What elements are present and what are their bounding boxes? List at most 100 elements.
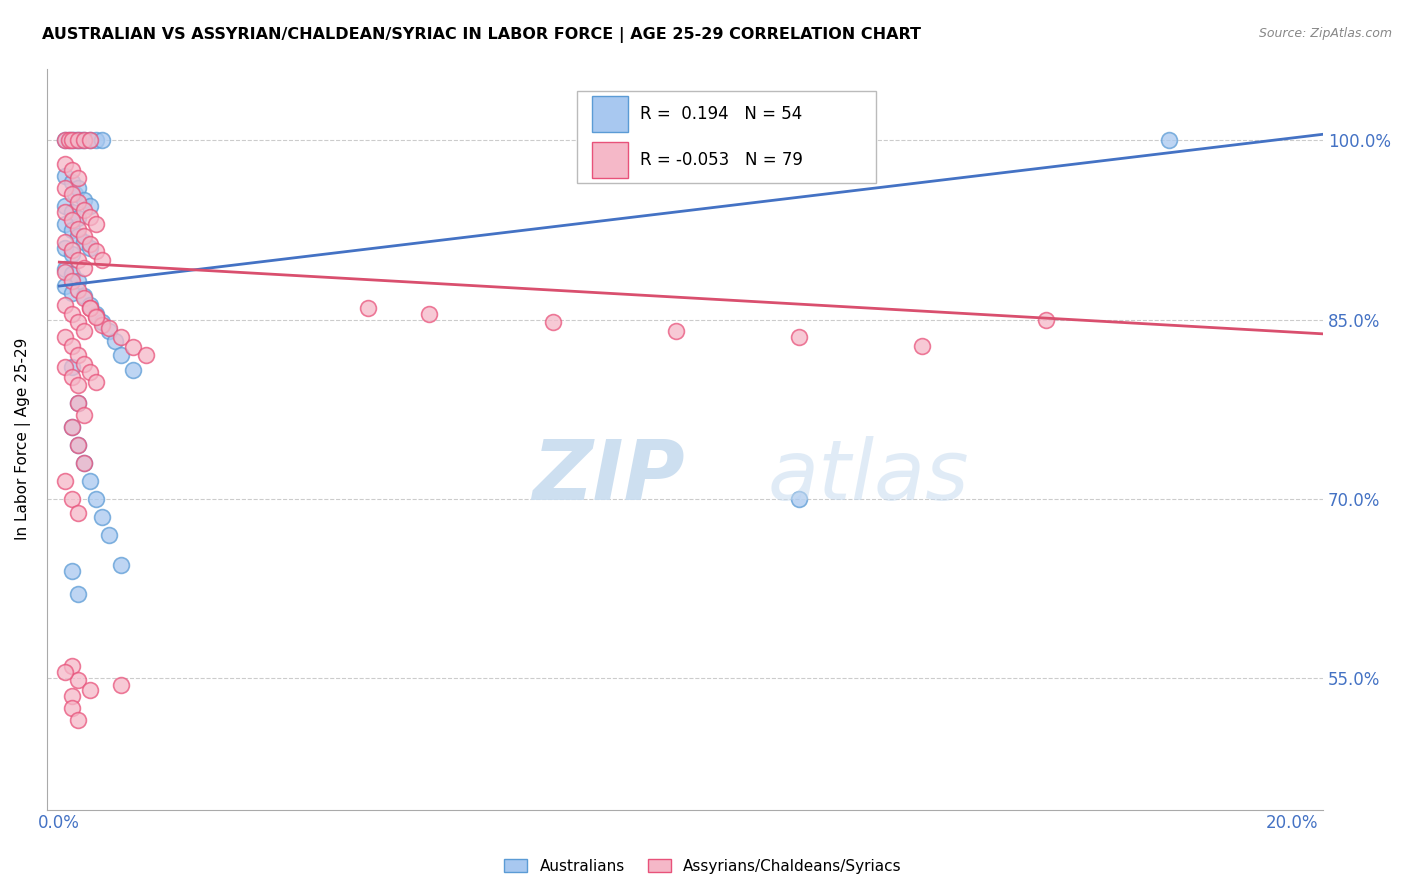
Point [79,210,101,224]
Point [60,564,83,578]
Point [110,348,132,362]
Point [73,133,96,147]
Point [1157,133,1180,147]
Point [84,244,107,259]
Point [79,298,101,312]
Point [66,396,89,410]
Point [73,456,96,470]
Point [73,456,96,470]
Point [73,261,96,276]
Point [66,274,89,288]
Point [55,199,77,213]
Point [60,163,83,178]
Point [60,133,83,147]
Text: R =  0.194   N = 54: R = 0.194 N = 54 [640,104,803,123]
Point [66,673,89,688]
Point [66,315,89,329]
Point [84,310,107,325]
Bar [592,96,627,131]
Point [66,171,89,186]
Point [66,228,89,243]
Point [97,321,120,335]
Point [60,286,83,301]
Point [58,133,80,147]
Point [356,301,378,315]
Y-axis label: In Labor Force | Age 25-29: In Labor Force | Age 25-29 [15,338,31,541]
Point [66,506,89,520]
Point [60,267,83,281]
Point [79,365,101,379]
Point [63,187,86,202]
Point [73,133,96,147]
Point [91,133,114,147]
Point [66,181,89,195]
Point [73,202,96,217]
Point [79,241,101,255]
Point [55,665,77,679]
Point [66,283,89,297]
Point [73,291,96,305]
Point [55,217,77,231]
Point [60,689,83,703]
Point [73,288,96,302]
Point [55,235,77,249]
Point [135,348,157,362]
Text: ZIP: ZIP [531,435,685,516]
Point [787,491,810,506]
Point [84,133,107,147]
Bar [592,142,627,178]
Point [66,133,89,147]
Point [55,157,77,171]
Point [66,587,89,601]
Point [55,181,77,195]
Point [84,491,107,506]
Point [55,298,77,312]
Point [66,438,89,452]
Point [84,306,107,320]
Point [91,318,114,333]
Point [66,221,89,235]
Point [60,213,83,227]
Point [60,360,83,375]
Point [66,713,89,727]
Point [55,279,77,293]
Point [60,491,83,506]
Point [66,133,89,147]
Point [79,199,101,213]
Point [84,309,107,323]
Point [60,223,83,237]
Legend: Australians, Assyrians/Chaldeans/Syriacs: Australians, Assyrians/Chaldeans/Syriacs [498,853,908,880]
Point [66,211,89,225]
Point [66,396,89,410]
Point [79,237,101,252]
Text: R = -0.053   N = 79: R = -0.053 N = 79 [640,151,803,169]
Point [55,474,77,488]
Point [60,175,83,189]
Point [60,243,83,257]
Point [66,348,89,362]
Point [79,133,101,147]
Point [122,362,145,376]
Point [73,235,96,249]
Point [110,678,132,692]
Point [541,315,564,329]
Point [55,330,77,344]
Point [84,375,107,389]
Point [73,228,96,243]
Point [104,334,127,348]
Point [66,378,89,392]
Point [97,527,120,541]
Point [110,558,132,572]
Point [665,325,688,339]
Point [60,247,83,261]
Point [60,420,83,434]
Point [55,133,77,147]
Point [60,701,83,715]
Point [1035,312,1057,326]
Point [73,357,96,371]
Point [73,325,96,339]
Point [79,683,101,698]
Text: Source: ZipAtlas.com: Source: ZipAtlas.com [1258,27,1392,40]
Point [60,370,83,384]
Point [60,339,83,353]
